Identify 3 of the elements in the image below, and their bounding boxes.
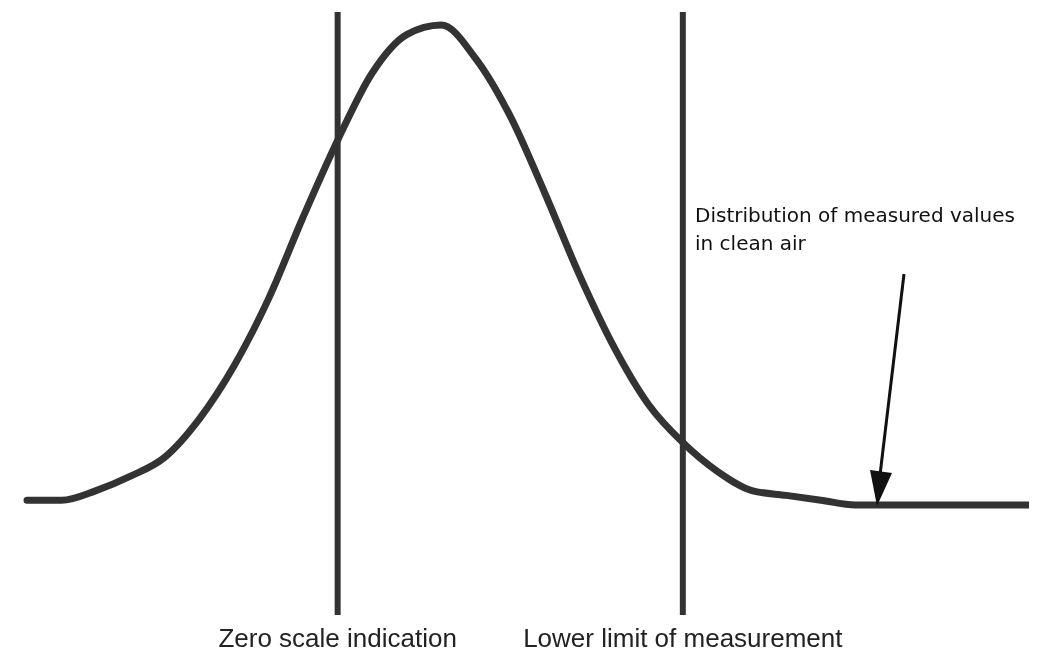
text: Lower limit of measurement bbox=[523, 623, 844, 654]
text: Zero scale indication bbox=[218, 623, 457, 654]
annotation: Distribution of measured values in clean air bbox=[695, 202, 1016, 257]
